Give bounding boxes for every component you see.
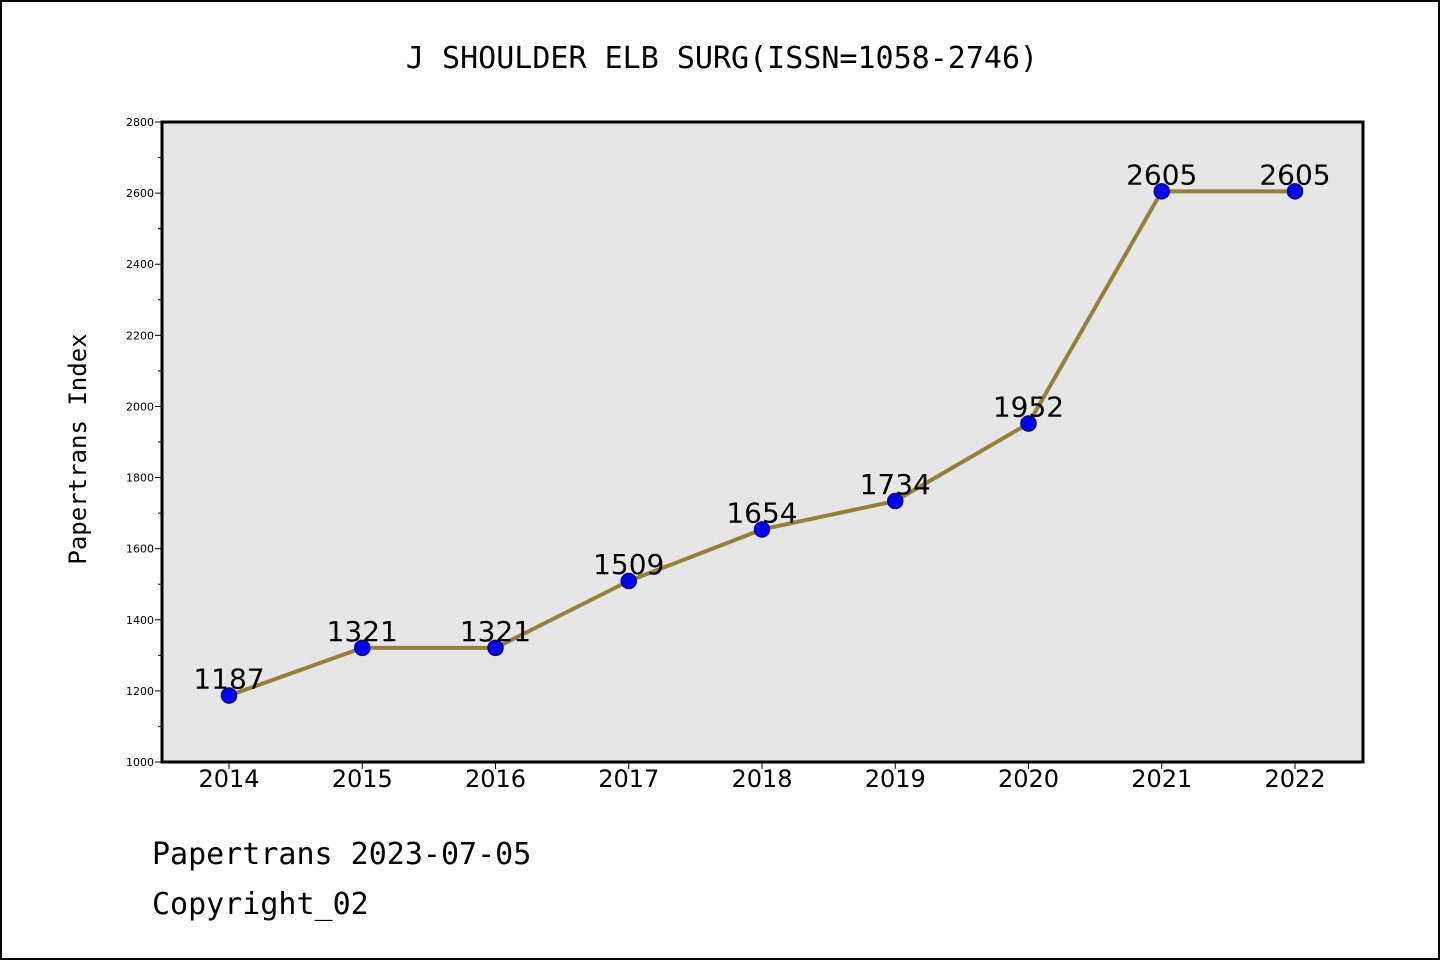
y-axis: 1000 1200 1400 1600 1800 2000 2200 2400 2600 2800 <box>126 116 162 769</box>
footer-date: Papertrans 2023-07-05 <box>152 837 532 872</box>
y-tick-label: 1800 <box>126 472 154 485</box>
data-point-marker <box>887 492 904 510</box>
data-point-marker <box>753 521 771 538</box>
y-tick-label: 2200 <box>126 329 154 342</box>
footer-copyright: Copyright_02 <box>152 887 369 922</box>
x-tick-label: 2021 <box>1131 765 1192 793</box>
data-point-marker <box>1153 183 1170 200</box>
data-label: 2605 <box>1126 158 1197 191</box>
data-point-marker <box>620 572 637 590</box>
data-label: 1321 <box>460 615 531 648</box>
data-label: 1187 <box>193 663 264 696</box>
x-tick-label: 2022 <box>1264 765 1325 793</box>
x-tick-label: 2017 <box>598 765 659 793</box>
x-axis: 2014 2015 2016 2017 2018 2019 2020 2021 2022 <box>198 762 1326 793</box>
x-tick-label: 2020 <box>998 765 1059 793</box>
x-tick-label: 2016 <box>465 765 526 793</box>
data-markers <box>220 183 1304 704</box>
x-tick-label: 2018 <box>731 765 792 793</box>
x-tick-label: 2015 <box>332 765 393 793</box>
y-tick-label: 2400 <box>126 258 154 271</box>
y-tick-label: 2800 <box>126 116 154 129</box>
data-labels: 1187 1321 1321 1509 1654 1734 1952 2605 2605 <box>193 158 1330 695</box>
y-tick-label: 2600 <box>126 187 154 200</box>
data-point-marker <box>220 687 238 704</box>
data-label: 1509 <box>593 548 664 581</box>
x-tick-label: 2019 <box>865 765 926 793</box>
chart-title: J SHOULDER ELB SURG(ISSN=1058-2746) <box>406 41 1038 76</box>
y-tick-label: 1600 <box>126 543 154 556</box>
data-label: 1734 <box>860 468 931 501</box>
data-label: 1654 <box>726 496 797 529</box>
y-axis-label: Papertrans Index <box>64 333 92 564</box>
data-label: 1952 <box>993 391 1064 424</box>
data-point-marker <box>354 639 371 657</box>
data-point-marker <box>1286 183 1304 200</box>
data-label: 2605 <box>1259 158 1330 191</box>
data-label: 1321 <box>327 615 398 648</box>
x-tick-label: 2014 <box>198 765 259 793</box>
plot-area <box>162 122 1363 762</box>
y-tick-label: 1400 <box>126 614 154 627</box>
data-point-marker <box>1020 415 1037 432</box>
y-tick-label: 2000 <box>126 400 154 413</box>
data-point-marker <box>487 639 504 657</box>
y-tick-label: 1200 <box>126 685 154 698</box>
y-tick-label: 1000 <box>126 756 154 769</box>
plot-border <box>160 120 1365 764</box>
